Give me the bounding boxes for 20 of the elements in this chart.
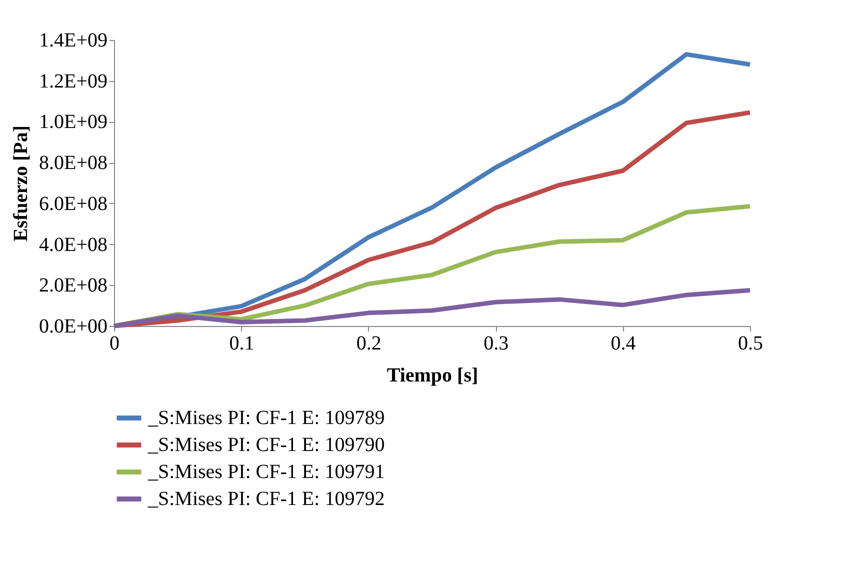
x-tick-label: 0.3 [484, 332, 509, 354]
x-tick-label: 0.5 [738, 332, 763, 354]
x-tick-label: 0.2 [356, 332, 382, 354]
x-tick-label: 0.1 [229, 332, 254, 354]
legend-label: _S:Mises PI: CF-1 E: 109791 [147, 461, 385, 483]
x-tick-label: 0 [110, 332, 120, 354]
y-tick-label: 6.0E+08 [39, 192, 108, 215]
y-tick-label: 1.2E+09 [39, 70, 108, 92]
y-tick-label: 2.0E+08 [39, 274, 108, 297]
y-tick-label: 1.0E+09 [39, 111, 108, 134]
legend-label: _S:Mises PI: CF-1 E: 109789 [147, 407, 385, 429]
legend-label: _S:Mises PI: CF-1 E: 109790 [147, 434, 385, 456]
y-axis-title: Esfuerzo [Pa] [10, 125, 32, 242]
y-tick-label: 1.4E+09 [39, 30, 108, 52]
y-tick-label: 0.0E+00 [39, 316, 108, 338]
legend-label: _S:Mises PI: CF-1 E: 109792 [147, 488, 385, 510]
x-tick-label: 0.4 [610, 332, 636, 354]
y-tick-label: 8.0E+08 [39, 152, 108, 174]
y-tick-label: 4.0E+08 [39, 234, 108, 256]
x-axis-title: Tiempo [s] [386, 364, 478, 386]
